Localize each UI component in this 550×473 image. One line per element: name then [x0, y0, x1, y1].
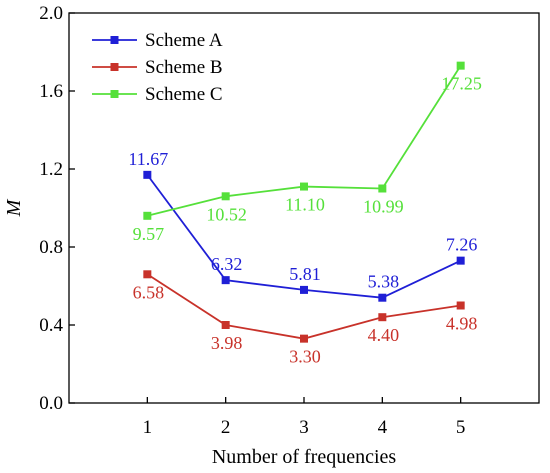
scheme-c-legend-marker — [110, 90, 119, 98]
scheme-a-point — [300, 285, 308, 294]
y-axis-label: M — [3, 198, 25, 217]
scheme-a-point — [456, 256, 465, 265]
legend: Scheme A Scheme B Scheme C — [92, 30, 223, 105]
x-tick-label: 5 — [456, 417, 466, 438]
scheme-a-data-label: 7.26 — [446, 235, 478, 255]
scheme-a-point — [378, 293, 387, 302]
scheme-a-data-label: 5.38 — [368, 272, 400, 292]
x-tick-label: 3 — [299, 417, 309, 438]
scheme-c-point — [300, 182, 308, 191]
scheme-b-data-label: 4.40 — [368, 325, 400, 345]
scheme-c-data-label: 10.99 — [363, 197, 404, 217]
scheme-b-point — [143, 270, 152, 279]
x-axis-label: Number of frequencies — [212, 446, 397, 468]
scheme-a-legend-marker — [110, 36, 119, 44]
scheme-c-data-label: 10.52 — [206, 204, 247, 224]
scheme-b-point — [456, 301, 465, 310]
series-group — [143, 61, 465, 343]
scheme-b-data-label: 3.98 — [211, 333, 243, 353]
axes: 0.0 0.4 0.8 1.2 1.6 2.0 1 2 3 4 5 — [39, 3, 465, 438]
scheme-b-line — [146, 273, 461, 340]
scheme-b-legend-label: Scheme B — [145, 57, 223, 78]
scheme-a-data-label: 6.32 — [211, 254, 243, 274]
scheme-a-point — [143, 170, 152, 179]
scheme-c-data-label: 17.25 — [441, 74, 482, 94]
scheme-c-point — [456, 61, 465, 70]
data-labels: 11.67 6.32 5.81 5.38 7.26 6.58 3.98 3.30 4.40 4.9… — [128, 74, 482, 367]
scheme-b-data-label: 3.30 — [289, 347, 321, 367]
x-tick-label: 1 — [143, 417, 153, 438]
y-tick-label: 1.6 — [39, 81, 63, 102]
scheme-c-data-label: 11.10 — [285, 195, 325, 215]
y-tick-label: 2.0 — [39, 3, 63, 24]
scheme-a-data-label: 5.81 — [289, 264, 321, 284]
scheme-c-point — [378, 184, 387, 193]
scheme-b-legend-marker — [110, 63, 119, 71]
scheme-b-data-label: 6.58 — [133, 282, 165, 302]
scheme-c-point — [221, 192, 230, 201]
scheme-b-point — [221, 321, 230, 329]
scheme-c-data-label: 9.57 — [133, 224, 165, 244]
x-tick-label: 4 — [378, 417, 388, 438]
scheme-c-point — [143, 211, 152, 220]
scheme-b-data-label: 4.98 — [446, 314, 478, 334]
y-tick-label: 0.0 — [39, 393, 63, 414]
scheme-b-point — [300, 334, 308, 343]
y-tick-label: 1.2 — [39, 159, 63, 180]
y-tick-label: 0.4 — [39, 315, 63, 336]
scheme-a-data-label: 11.67 — [128, 149, 168, 169]
scheme-a-legend-label: Scheme A — [145, 30, 223, 51]
scheme-c-legend-label: Scheme C — [145, 84, 223, 105]
scheme-b-point — [378, 313, 387, 322]
y-tick-label: 0.8 — [39, 237, 63, 258]
x-tick-label: 2 — [221, 417, 231, 438]
scheme-a-point — [221, 276, 230, 285]
